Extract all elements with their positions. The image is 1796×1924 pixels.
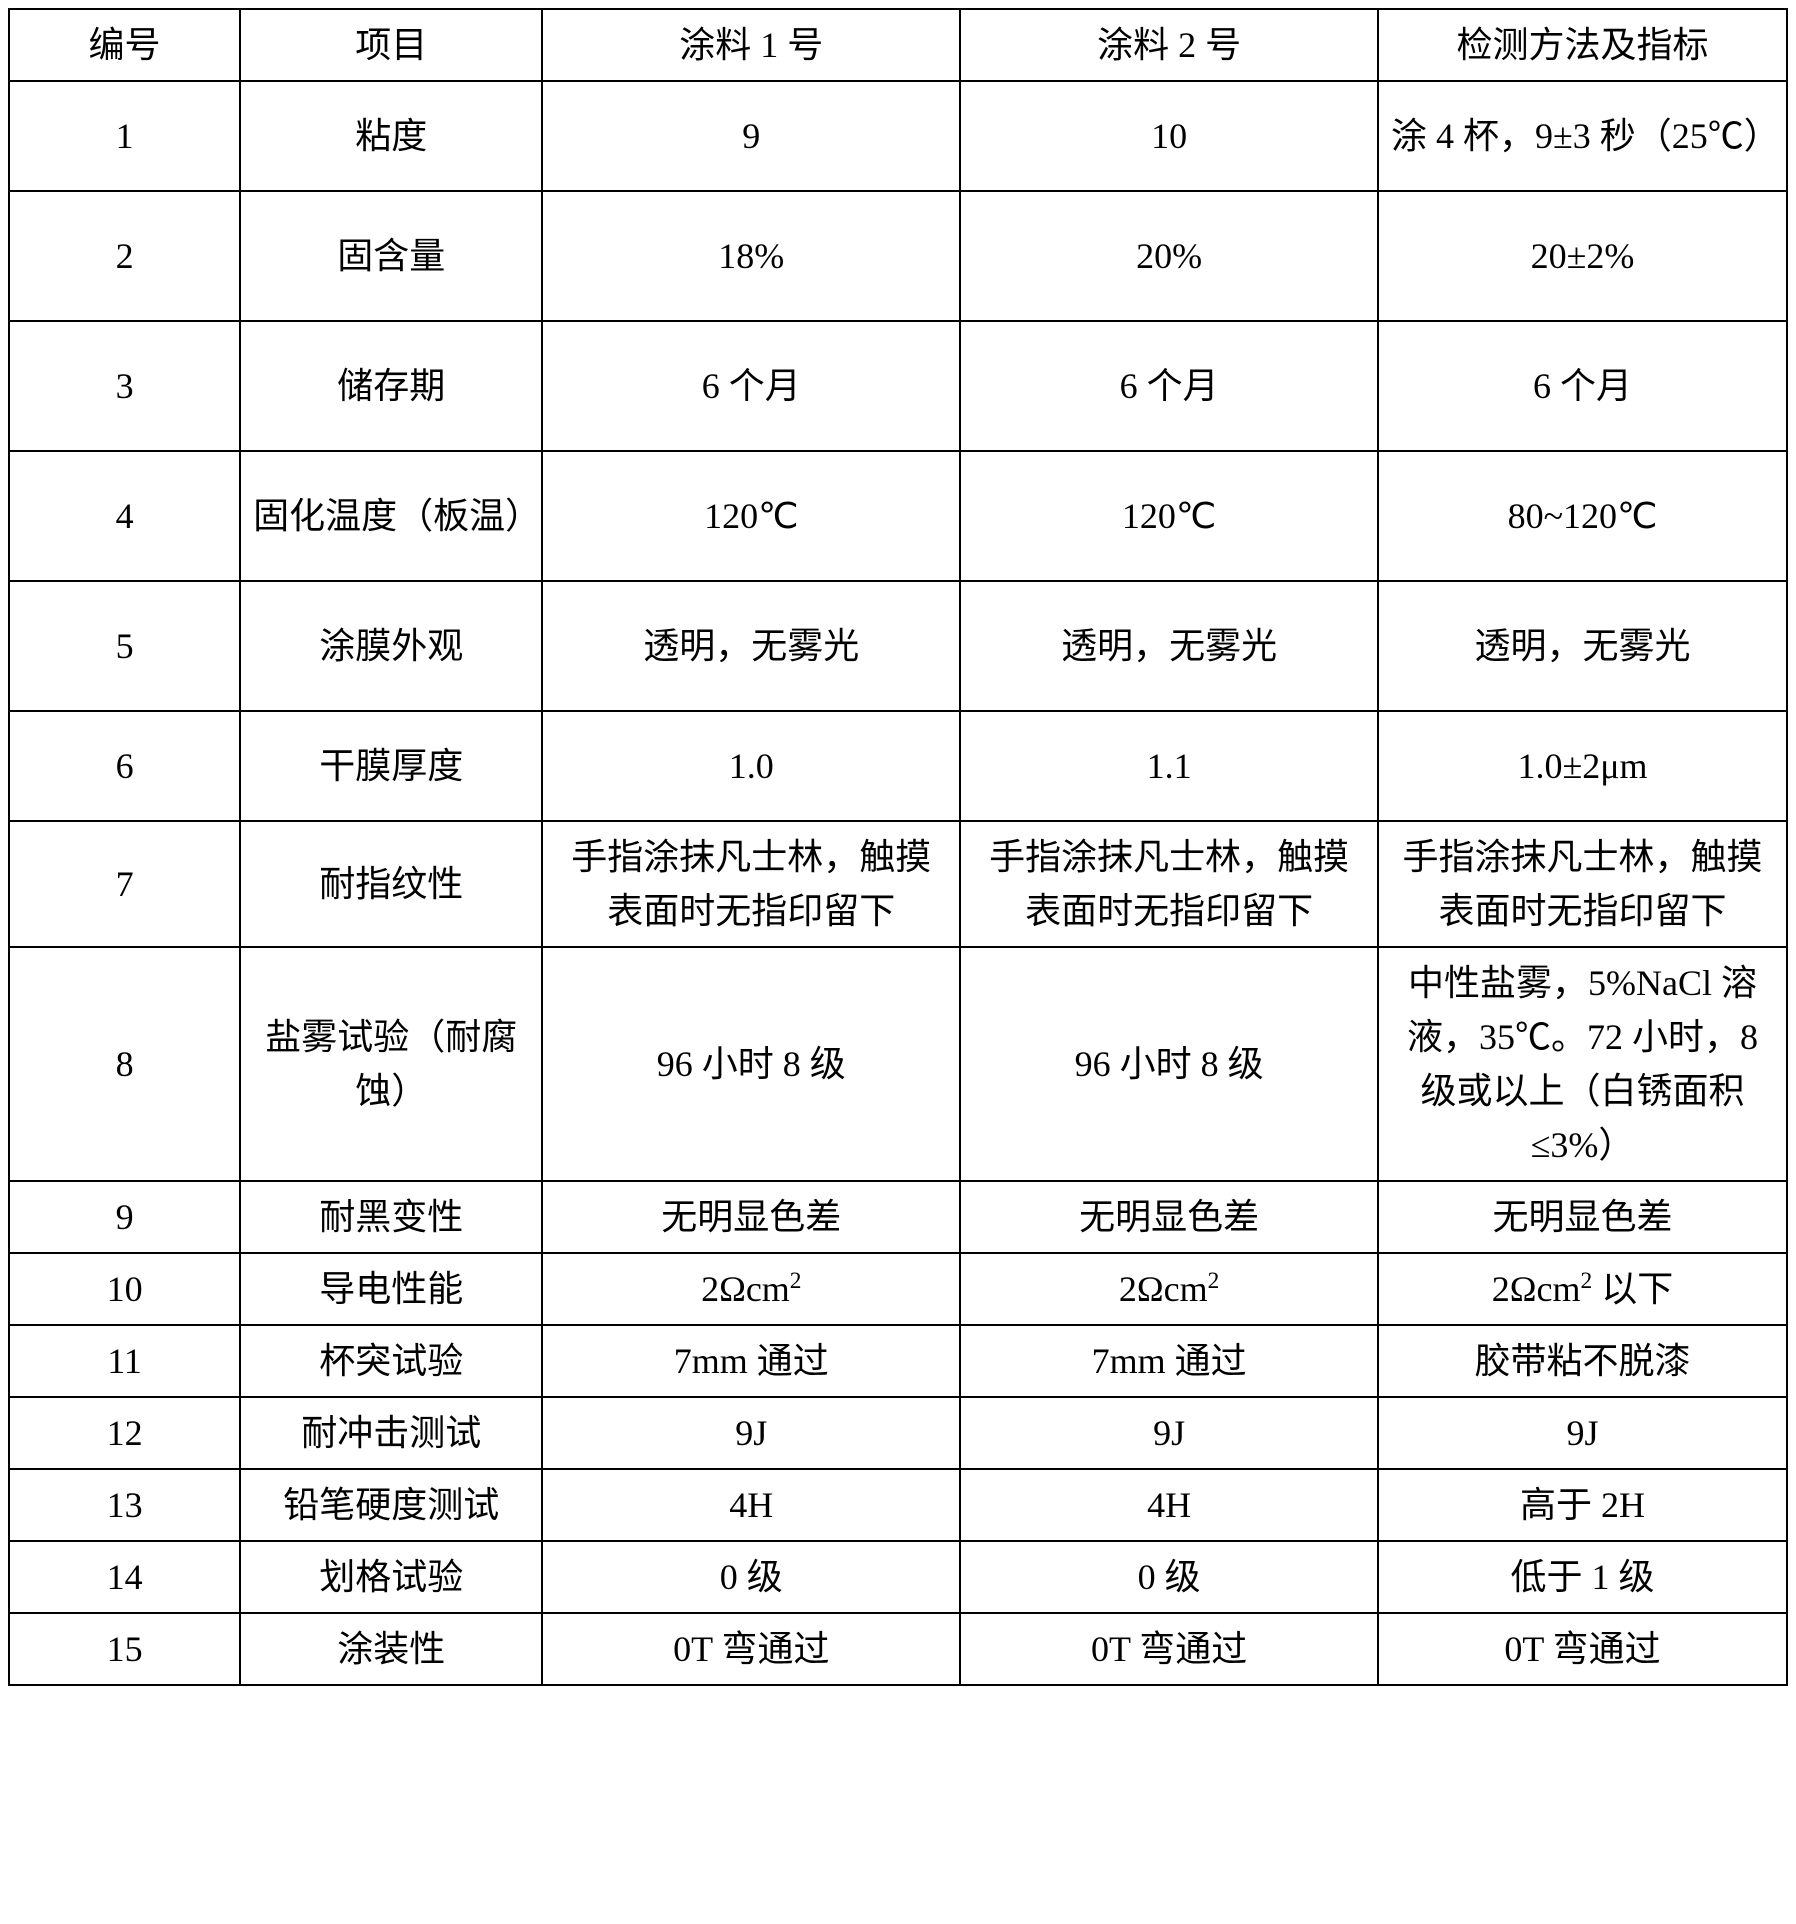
- spec-table: 编号 项目 涂料 1 号 涂料 2 号 检测方法及指标 1粘度910涂 4 杯，…: [8, 8, 1788, 1686]
- cell-coating2: 120℃: [960, 451, 1378, 581]
- table-row: 2固含量18%20%20±2%: [9, 191, 1787, 321]
- cell-coating1: 120℃: [542, 451, 960, 581]
- table-row: 4固化温度（板温）120℃120℃80~120℃: [9, 451, 1787, 581]
- table-body: 1粘度910涂 4 杯，9±3 秒（25℃）2固含量18%20%20±2%3储存…: [9, 81, 1787, 1685]
- cell-coating1: 4H: [542, 1469, 960, 1541]
- cell-method: 6 个月: [1378, 321, 1787, 451]
- cell-id: 2: [9, 191, 240, 321]
- col-header-id: 编号: [9, 9, 240, 81]
- cell-method: 中性盐雾，5%NaCl 溶液，35℃。72 小时，8 级或以上（白锈面积≤3%）: [1378, 947, 1787, 1181]
- table-row: 1粘度910涂 4 杯，9±3 秒（25℃）: [9, 81, 1787, 191]
- cell-id: 15: [9, 1613, 240, 1685]
- cell-coating1: 2Ωcm2: [542, 1253, 960, 1325]
- cell-project: 涂装性: [240, 1613, 542, 1685]
- cell-method: 80~120℃: [1378, 451, 1787, 581]
- table-row: 10导电性能2Ωcm22Ωcm22Ωcm2 以下: [9, 1253, 1787, 1325]
- cell-method: 胶带粘不脱漆: [1378, 1325, 1787, 1397]
- cell-id: 13: [9, 1469, 240, 1541]
- cell-coating1: 0 级: [542, 1541, 960, 1613]
- cell-coating1: 9J: [542, 1397, 960, 1469]
- table-header-row: 编号 项目 涂料 1 号 涂料 2 号 检测方法及指标: [9, 9, 1787, 81]
- cell-coating2: 0T 弯通过: [960, 1613, 1378, 1685]
- cell-coating2: 透明，无雾光: [960, 581, 1378, 711]
- cell-coating1: 9: [542, 81, 960, 191]
- cell-coating1: 7mm 通过: [542, 1325, 960, 1397]
- col-header-coating1: 涂料 1 号: [542, 9, 960, 81]
- cell-project: 耐冲击测试: [240, 1397, 542, 1469]
- cell-project: 杯突试验: [240, 1325, 542, 1397]
- cell-id: 1: [9, 81, 240, 191]
- cell-coating1: 96 小时 8 级: [542, 947, 960, 1181]
- cell-project: 耐黑变性: [240, 1181, 542, 1253]
- cell-coating2: 0 级: [960, 1541, 1378, 1613]
- cell-coating2: 4H: [960, 1469, 1378, 1541]
- cell-id: 5: [9, 581, 240, 711]
- table-row: 14划格试验0 级0 级低于 1 级: [9, 1541, 1787, 1613]
- cell-coating2: 手指涂抹凡士林，触摸表面时无指印留下: [960, 821, 1378, 947]
- cell-project: 铅笔硬度测试: [240, 1469, 542, 1541]
- table-row: 5涂膜外观透明，无雾光透明，无雾光透明，无雾光: [9, 581, 1787, 711]
- cell-project: 储存期: [240, 321, 542, 451]
- cell-coating1: 0T 弯通过: [542, 1613, 960, 1685]
- cell-id: 7: [9, 821, 240, 947]
- cell-project: 导电性能: [240, 1253, 542, 1325]
- table-row: 15涂装性0T 弯通过0T 弯通过0T 弯通过: [9, 1613, 1787, 1685]
- cell-method: 无明显色差: [1378, 1181, 1787, 1253]
- cell-coating2: 9J: [960, 1397, 1378, 1469]
- cell-coating1: 1.0: [542, 711, 960, 821]
- cell-id: 3: [9, 321, 240, 451]
- cell-method: 涂 4 杯，9±3 秒（25℃）: [1378, 81, 1787, 191]
- col-header-method: 检测方法及指标: [1378, 9, 1787, 81]
- cell-coating2: 2Ωcm2: [960, 1253, 1378, 1325]
- cell-coating2: 20%: [960, 191, 1378, 321]
- table-row: 9耐黑变性无明显色差无明显色差无明显色差: [9, 1181, 1787, 1253]
- cell-coating2: 无明显色差: [960, 1181, 1378, 1253]
- cell-coating1: 18%: [542, 191, 960, 321]
- cell-id: 6: [9, 711, 240, 821]
- cell-project: 固含量: [240, 191, 542, 321]
- cell-project: 固化温度（板温）: [240, 451, 542, 581]
- cell-coating1: 透明，无雾光: [542, 581, 960, 711]
- cell-coating2: 10: [960, 81, 1378, 191]
- cell-id: 4: [9, 451, 240, 581]
- cell-method: 透明，无雾光: [1378, 581, 1787, 711]
- cell-id: 11: [9, 1325, 240, 1397]
- cell-coating2: 6 个月: [960, 321, 1378, 451]
- cell-method: 20±2%: [1378, 191, 1787, 321]
- cell-id: 14: [9, 1541, 240, 1613]
- cell-project: 涂膜外观: [240, 581, 542, 711]
- cell-project: 划格试验: [240, 1541, 542, 1613]
- cell-id: 12: [9, 1397, 240, 1469]
- cell-project: 耐指纹性: [240, 821, 542, 947]
- cell-id: 9: [9, 1181, 240, 1253]
- col-header-project: 项目: [240, 9, 542, 81]
- cell-method: 低于 1 级: [1378, 1541, 1787, 1613]
- table-row: 7耐指纹性手指涂抹凡士林，触摸表面时无指印留下手指涂抹凡士林，触摸表面时无指印留…: [9, 821, 1787, 947]
- cell-coating2: 1.1: [960, 711, 1378, 821]
- cell-coating2: 96 小时 8 级: [960, 947, 1378, 1181]
- cell-project: 粘度: [240, 81, 542, 191]
- table-row: 8盐雾试验（耐腐蚀）96 小时 8 级96 小时 8 级中性盐雾，5%NaCl …: [9, 947, 1787, 1181]
- cell-coating2: 7mm 通过: [960, 1325, 1378, 1397]
- cell-project: 干膜厚度: [240, 711, 542, 821]
- cell-method: 1.0±2μm: [1378, 711, 1787, 821]
- cell-id: 10: [9, 1253, 240, 1325]
- cell-coating1: 无明显色差: [542, 1181, 960, 1253]
- cell-method: 0T 弯通过: [1378, 1613, 1787, 1685]
- cell-method: 高于 2H: [1378, 1469, 1787, 1541]
- cell-project: 盐雾试验（耐腐蚀）: [240, 947, 542, 1181]
- cell-coating1: 手指涂抹凡士林，触摸表面时无指印留下: [542, 821, 960, 947]
- col-header-coating2: 涂料 2 号: [960, 9, 1378, 81]
- table-row: 13铅笔硬度测试4H4H高于 2H: [9, 1469, 1787, 1541]
- cell-method: 9J: [1378, 1397, 1787, 1469]
- table-row: 6干膜厚度1.01.11.0±2μm: [9, 711, 1787, 821]
- table-row: 3储存期6 个月6 个月6 个月: [9, 321, 1787, 451]
- cell-method: 手指涂抹凡士林，触摸表面时无指印留下: [1378, 821, 1787, 947]
- table-row: 12耐冲击测试9J9J9J: [9, 1397, 1787, 1469]
- cell-id: 8: [9, 947, 240, 1181]
- table-row: 11杯突试验7mm 通过7mm 通过胶带粘不脱漆: [9, 1325, 1787, 1397]
- cell-method: 2Ωcm2 以下: [1378, 1253, 1787, 1325]
- cell-coating1: 6 个月: [542, 321, 960, 451]
